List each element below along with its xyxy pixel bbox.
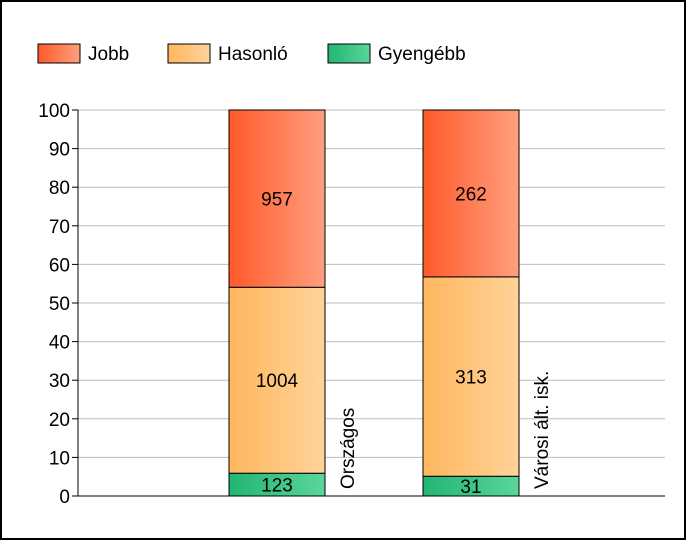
data-label: 31: [460, 477, 481, 498]
y-tick-label: 30: [49, 371, 70, 392]
category-label-orszagos: Országos: [338, 408, 359, 489]
legend-label-jobb: Jobb: [88, 44, 129, 65]
grid: [78, 109, 665, 458]
y-tick-label: 70: [49, 217, 70, 238]
y-tick-label: 50: [49, 294, 70, 315]
legend-label-hasonlo: Hasonló: [218, 44, 288, 65]
y-axis: 0 10 20 30 40 50 60 70 80 90 100: [38, 101, 665, 508]
y-tick-label: 10: [49, 448, 70, 469]
y-tick-label: 60: [49, 255, 70, 276]
y-tick-label: 100: [38, 101, 70, 122]
bar-segment-hasonlo-orszagos: [228, 286, 326, 474]
data-label: 123: [261, 476, 293, 497]
y-tick-label: 0: [59, 487, 70, 508]
bar-segment-hasonlo-varosi-alt-isk: [422, 276, 520, 477]
data-label: 313: [455, 368, 487, 389]
legend-swatch-hasonlo: [167, 43, 211, 64]
data-label: 262: [455, 184, 487, 205]
data-label: 1004: [256, 371, 299, 392]
category-label-varosi-alt-isk: Városi ált. isk.: [532, 371, 553, 489]
y-tick-label: 80: [49, 178, 70, 199]
bar-segment-jobb-orszagos: [228, 109, 326, 288]
data-label: 957: [261, 190, 293, 211]
bars: 123 1004 957 31 313 262: [228, 109, 520, 498]
y-tick-label: 20: [49, 410, 70, 431]
legend: Jobb Hasonló Gyengébb: [37, 43, 466, 65]
legend-label-gyengebb: Gyengébb: [378, 44, 466, 65]
y-tick-label: 40: [49, 333, 70, 354]
bar-segment-jobb-varosi-alt-isk: [422, 109, 520, 278]
x-axis-labels: Országos Városi ált. isk.: [338, 371, 553, 489]
legend-swatch-gyengebb: [327, 43, 371, 64]
y-tick-label: 90: [49, 140, 70, 161]
legend-swatch-jobb: [37, 43, 81, 64]
